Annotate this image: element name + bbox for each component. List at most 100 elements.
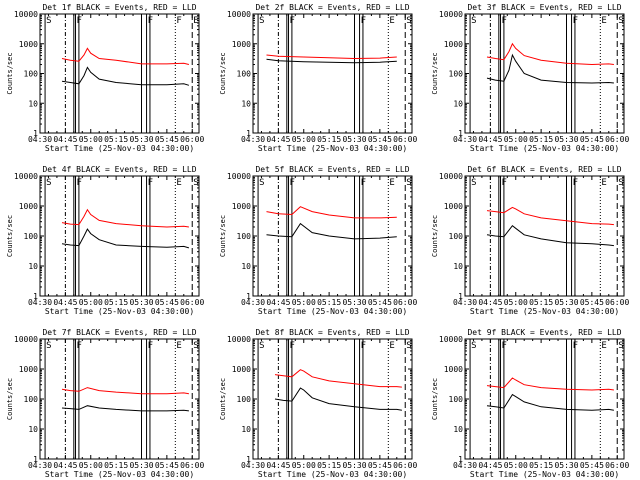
panel-title: Det 6f BLACK = Events, RED = LLD	[467, 165, 621, 174]
x-axis-label: Start Time (25-Nov-03 04:30:00)	[45, 144, 194, 153]
y-axis-label: Counts/sec	[431, 52, 439, 94]
time-marker-label: E	[193, 16, 198, 26]
x-tick-label: 05:00	[504, 135, 528, 144]
y-tick-label: 100	[24, 70, 39, 79]
series-line-lld	[486, 206, 614, 226]
panel-det-9f: Det 9f BLACK = Events, RED = LLDSFFES110…	[431, 328, 629, 479]
series-line-events	[61, 66, 190, 86]
y-tick-label: 10000	[14, 335, 38, 344]
x-tick-label: 06:00	[605, 135, 629, 144]
time-marker-label: E	[601, 178, 606, 188]
y-tick-label: 10	[28, 99, 38, 108]
time-marker-label: E	[601, 341, 606, 351]
traces	[274, 369, 402, 411]
y-tick-label: 100	[24, 232, 39, 241]
panel-det-5f: Det 5f BLACK = Events, RED = LLDSFFES110…	[219, 165, 417, 316]
y-tick-label: 1000	[19, 40, 38, 49]
y-tick-label: 1000	[19, 365, 38, 374]
y-tick-label: 1	[246, 455, 251, 464]
y-tick-label: 1	[458, 129, 463, 138]
time-marker-label: S	[193, 341, 198, 351]
x-axis-label: Start Time (25-Nov-03 04:30:00)	[470, 470, 619, 479]
time-marker-label: S	[618, 341, 623, 351]
x-tick-label: 04:30	[453, 135, 477, 144]
plot-frame	[252, 13, 413, 134]
series-line-lld	[266, 54, 397, 60]
y-tick-label: 100	[449, 395, 464, 404]
y-tick-label: 1	[33, 129, 38, 138]
time-marker-label: S	[46, 178, 51, 188]
x-tick-label: 06:00	[605, 298, 629, 307]
panel-title: Det 3f BLACK = Events, RED = LLD	[467, 3, 621, 12]
x-axis-label: Start Time (25-Nov-03 04:30:00)	[258, 470, 407, 479]
x-tick-label: 05:45	[580, 461, 604, 470]
y-tick-label: 10	[453, 425, 463, 434]
time-marker-label: S	[193, 178, 198, 188]
time-marker-label: E	[601, 16, 606, 26]
panel-det-7f: Det 7f BLACK = Events, RED = LLDSFFES110…	[6, 328, 204, 479]
y-tick-label: 10	[28, 425, 38, 434]
time-marker-label: E	[176, 178, 181, 188]
x-axis-label: Start Time (25-Nov-03 04:30:00)	[258, 144, 407, 153]
y-tick-label: 1	[458, 455, 463, 464]
panel-title: Det 7f BLACK = Events, RED = LLD	[42, 328, 196, 337]
panel-det-6f: Det 6f BLACK = Events, RED = LLDSFFES110…	[431, 165, 629, 316]
time-marker-label: S	[406, 178, 411, 188]
time-marker-label: S	[259, 16, 264, 26]
y-axis-label: Counts/sec	[219, 52, 227, 94]
x-tick-label: 04:45	[266, 298, 290, 307]
series-line-lld	[61, 387, 189, 395]
y-tick-label: 10000	[439, 172, 463, 181]
time-marker-label: S	[259, 341, 264, 351]
x-tick-label: 04:30	[453, 461, 477, 470]
y-tick-label: 100	[237, 395, 252, 404]
x-tick-label: 04:30	[453, 298, 477, 307]
y-tick-label: 10000	[439, 335, 463, 344]
x-tick-label: 05:30	[554, 298, 578, 307]
x-tick-label: 05:30	[129, 298, 153, 307]
y-tick-label: 10000	[439, 10, 463, 19]
x-axis-label: Start Time (25-Nov-03 04:30:00)	[45, 470, 194, 479]
time-marker-label: S	[618, 178, 623, 188]
x-tick-label: 04:30	[28, 298, 52, 307]
time-marker-label: E	[389, 16, 394, 26]
x-tick-label: 04:30	[28, 135, 52, 144]
series-line-lld	[486, 42, 614, 66]
y-tick-label: 10000	[14, 10, 38, 19]
series-line-events	[486, 53, 614, 84]
x-tick-label: 05:45	[580, 135, 604, 144]
panel-title: Det 2f BLACK = Events, RED = LLD	[255, 3, 409, 12]
series-line-lld	[486, 377, 614, 391]
x-tick-label: 04:45	[478, 135, 502, 144]
y-tick-label: 10000	[227, 10, 251, 19]
time-marker-label: S	[259, 178, 264, 188]
x-tick-label: 04:30	[241, 135, 265, 144]
y-tick-label: 10	[241, 99, 251, 108]
x-tick-label: 06:00	[180, 135, 204, 144]
x-tick-label: 05:45	[155, 461, 179, 470]
panel-det-4f: Det 4f BLACK = Events, RED = LLDSFFES110…	[6, 165, 204, 316]
x-tick-label: 05:30	[129, 135, 153, 144]
time-marker-label: S	[46, 341, 51, 351]
x-tick-label: 05:30	[129, 461, 153, 470]
y-tick-label: 1	[33, 455, 38, 464]
y-tick-label: 1000	[232, 40, 251, 49]
x-tick-label: 05:30	[342, 461, 366, 470]
x-tick-label: 06:00	[393, 298, 417, 307]
x-tick-label: 04:30	[28, 461, 52, 470]
traces	[266, 206, 397, 240]
x-tick-label: 04:30	[241, 461, 265, 470]
y-axis-label: Counts/sec	[6, 378, 14, 420]
x-tick-label: 05:45	[155, 135, 179, 144]
x-tick-label: 05:15	[529, 298, 553, 307]
x-tick-label: 05:00	[79, 135, 103, 144]
x-tick-label: 05:45	[155, 298, 179, 307]
panel-title: Det 1f BLACK = Events, RED = LLD	[42, 3, 196, 12]
panel-det-2f: Det 2f BLACK = Events, RED = LLDSFFES110…	[219, 3, 417, 153]
x-tick-label: 05:45	[580, 298, 604, 307]
series-line-lld	[61, 208, 189, 228]
panel-det-8f: Det 8f BLACK = Events, RED = LLDSFFES110…	[219, 328, 417, 479]
x-tick-label: 05:45	[368, 461, 392, 470]
x-tick-label: 06:00	[605, 461, 629, 470]
